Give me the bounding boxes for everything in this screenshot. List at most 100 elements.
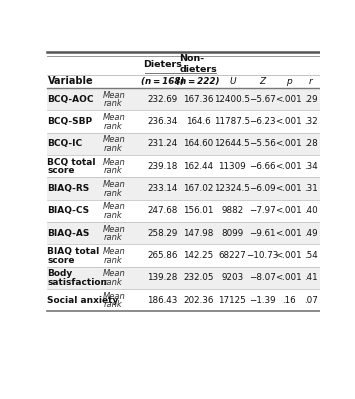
Text: <.001: <.001 [275,184,302,193]
Text: .31: .31 [304,184,317,193]
Text: .32: .32 [304,117,317,126]
Text: −6.23: −6.23 [249,117,275,126]
Text: Mean: Mean [103,247,126,256]
Text: rank: rank [103,99,122,108]
Text: 232.05: 232.05 [183,273,213,282]
Bar [48,56,320,88]
Text: 231.24: 231.24 [147,139,178,148]
Text: Variable: Variable [48,76,93,86]
Bar [48,177,320,200]
Text: Mean: Mean [103,225,126,234]
Bar [48,132,320,155]
Bar [48,200,320,222]
Bar [48,155,320,177]
Text: score: score [48,255,75,265]
Bar [48,88,320,110]
Text: −1.39: −1.39 [249,296,275,304]
Text: 164.60: 164.60 [183,139,213,148]
Text: .16: .16 [282,296,296,304]
Text: 232.69: 232.69 [147,95,178,104]
Text: Non-
dieters: Non- dieters [179,54,217,74]
Text: .49: .49 [304,229,317,237]
Text: 202.36: 202.36 [183,296,213,304]
Text: rank: rank [103,300,122,309]
Text: .28: .28 [304,139,317,148]
Text: score: score [48,166,75,175]
Text: 258.29: 258.29 [147,229,178,237]
Text: rank: rank [103,122,122,130]
Text: <.001: <.001 [275,95,302,104]
Text: rank: rank [103,166,122,175]
Text: BIAQ-CS: BIAQ-CS [48,206,89,215]
Text: Dieters: Dieters [143,59,182,69]
Text: 12324.5: 12324.5 [214,184,250,193]
Text: rank: rank [103,255,122,265]
Text: BIAQ-RS: BIAQ-RS [48,184,90,193]
Text: <.001: <.001 [275,206,302,215]
Text: 17125: 17125 [218,296,246,304]
Text: 68227: 68227 [218,251,246,260]
Text: rank: rank [103,278,122,287]
Text: (n = 222): (n = 222) [176,77,220,86]
Text: BIAQ total: BIAQ total [48,247,100,256]
Text: Body: Body [48,269,73,279]
Text: 186.43: 186.43 [147,296,178,304]
Text: .29: .29 [304,95,317,104]
Text: .54: .54 [304,251,317,260]
Text: 147.98: 147.98 [183,229,213,237]
Text: 8099: 8099 [221,229,244,237]
Text: Social anxiety: Social anxiety [48,296,119,304]
Text: rank: rank [103,144,122,153]
Text: rank: rank [103,233,122,242]
Text: .07: .07 [304,296,317,304]
Text: −6.66: −6.66 [249,162,275,171]
Text: 12644.5: 12644.5 [214,139,250,148]
Text: 11787.5: 11787.5 [214,117,250,126]
Bar [48,289,320,311]
Text: Z: Z [259,77,265,86]
Text: −8.07: −8.07 [249,273,275,282]
Text: 162.44: 162.44 [183,162,213,171]
Text: Mean: Mean [103,292,126,301]
Text: Mean: Mean [103,202,126,211]
Text: <.001: <.001 [275,139,302,148]
Bar [48,222,320,244]
Bar [48,267,320,289]
Text: BCQ-SBP: BCQ-SBP [48,117,93,126]
Text: 11309: 11309 [218,162,246,171]
Text: −5.67: −5.67 [249,95,275,104]
Text: rank: rank [103,188,122,198]
Text: <.001: <.001 [275,273,302,282]
Bar [48,110,320,132]
Text: <.001: <.001 [275,117,302,126]
Text: −5.56: −5.56 [249,139,275,148]
Text: 142.25: 142.25 [183,251,213,260]
Text: 167.36: 167.36 [183,95,213,104]
Text: .40: .40 [304,206,317,215]
Text: <.001: <.001 [275,251,302,260]
Text: (n = 168): (n = 168) [141,77,184,86]
Text: 265.86: 265.86 [147,251,178,260]
Text: 139.28: 139.28 [147,273,178,282]
Text: 247.68: 247.68 [147,206,178,215]
Text: satisfaction: satisfaction [48,278,108,287]
Text: −10.73: −10.73 [246,251,278,260]
Text: BCQ-AOC: BCQ-AOC [48,95,94,104]
Text: rank: rank [103,211,122,220]
Text: Mean: Mean [103,113,126,122]
Text: Mean: Mean [103,180,126,189]
Text: <.001: <.001 [275,229,302,237]
Text: −6.09: −6.09 [249,184,275,193]
Text: Mean: Mean [103,269,126,279]
Text: r: r [309,77,312,86]
Text: BCQ total: BCQ total [48,158,96,167]
Text: 239.18: 239.18 [147,162,178,171]
Text: <.001: <.001 [275,162,302,171]
Text: 167.02: 167.02 [183,184,213,193]
Text: Mean: Mean [103,135,126,144]
Bar [48,244,320,267]
Text: 12400.5: 12400.5 [214,95,250,104]
Text: 9203: 9203 [221,273,244,282]
Text: Mean: Mean [103,91,126,100]
Text: 156.01: 156.01 [183,206,213,215]
